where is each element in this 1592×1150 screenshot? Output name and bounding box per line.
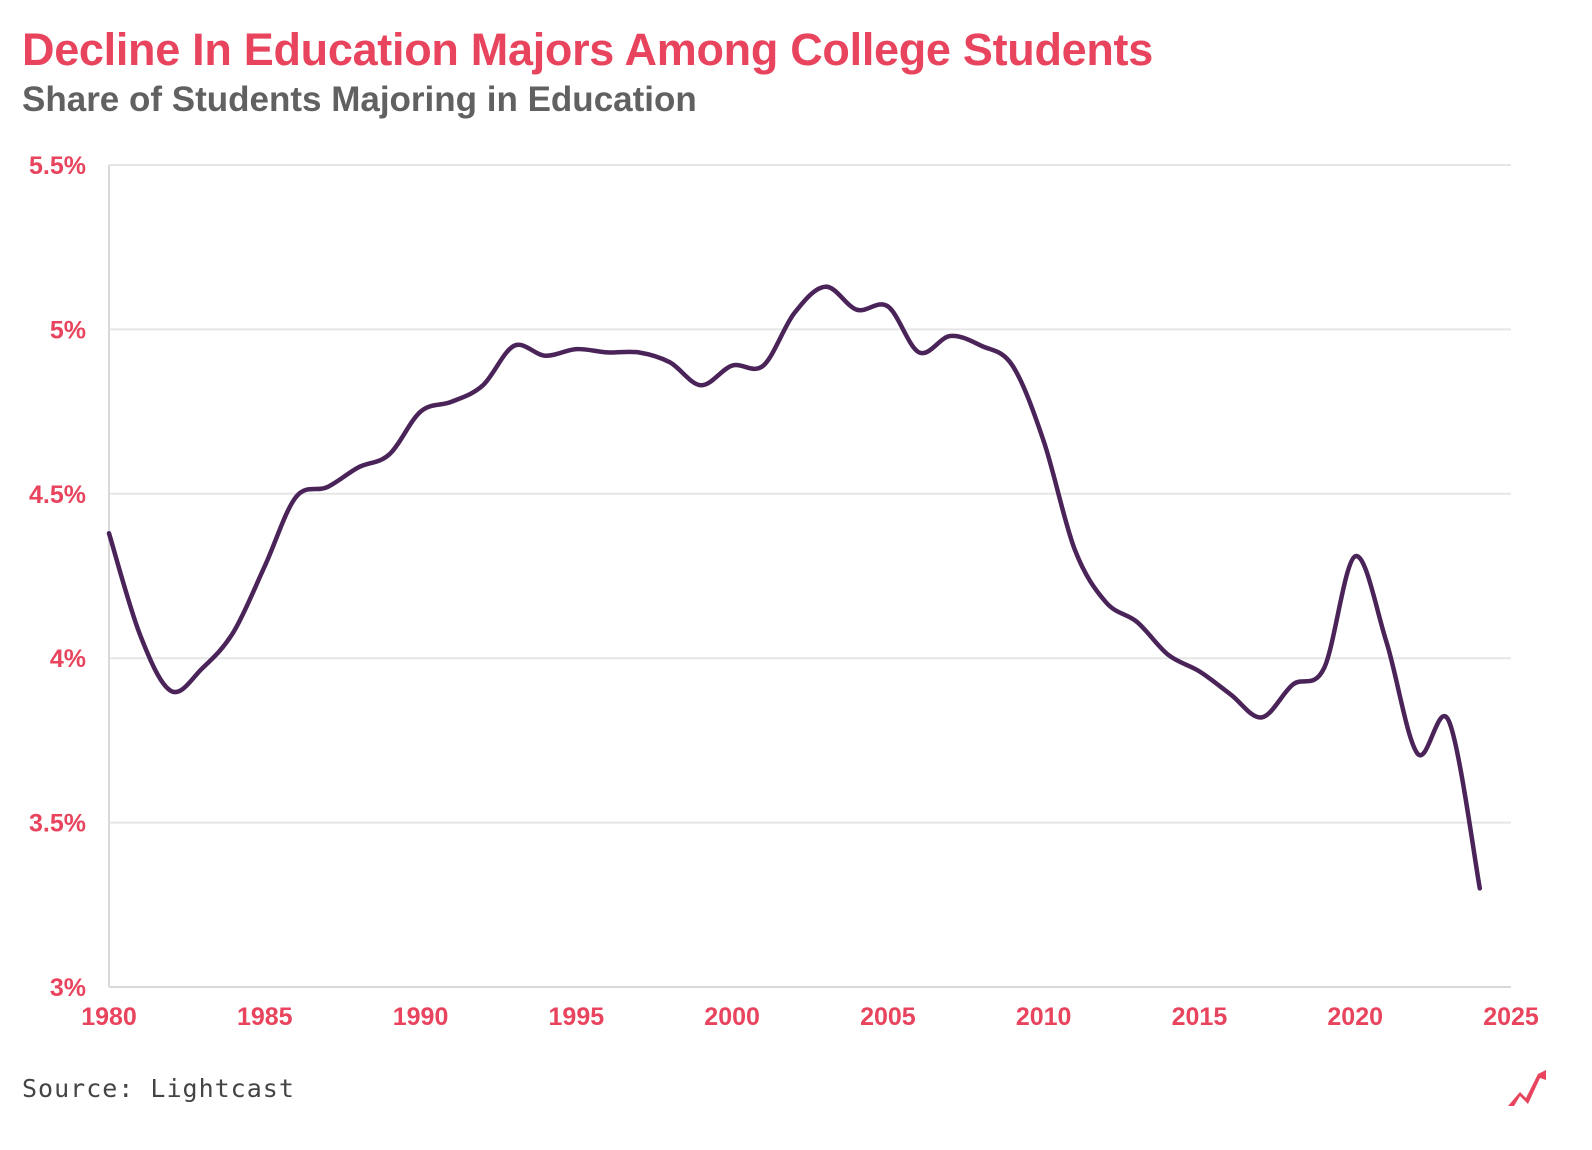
y-tick-label: 3.5% (29, 810, 86, 838)
x-tick-label: 2020 (1327, 1003, 1383, 1031)
gridlines (109, 164, 1511, 824)
y-tick-label: 5.5% (29, 152, 86, 180)
x-axis-tick-labels: 1980 1985 1990 1995 2000 2005 2010 2015 2020 2025 (81, 1003, 1539, 1031)
y-tick-label: 3% (50, 974, 86, 1002)
y-tick-label: 4.5% (29, 481, 86, 509)
series (106, 284, 1483, 891)
lightcast-logo-icon (1508, 1070, 1546, 1106)
y-tick-label: 4% (50, 645, 86, 673)
x-tick-label: 1980 (81, 1003, 137, 1031)
x-tick-label: 2000 (704, 1003, 760, 1031)
x-tick-label: 2005 (860, 1003, 916, 1031)
x-tick-label: 2010 (1016, 1003, 1072, 1031)
x-tick-label: 2025 (1483, 1003, 1539, 1031)
x-tick-label: 2015 (1172, 1003, 1228, 1031)
series-line (106, 284, 1483, 891)
x-tick-label: 1990 (393, 1003, 449, 1031)
x-tick-label: 1985 (237, 1003, 293, 1031)
x-tick-label: 1995 (549, 1003, 605, 1031)
chart-title: Decline In Education Majors Among Colleg… (22, 24, 1153, 75)
source-note: Source: Lightcast (22, 1074, 295, 1103)
y-tick-label: 5% (50, 316, 86, 344)
y-axis-tick-labels: 3% 3.5% 4% 4.5% 5% 5.5% (29, 152, 86, 1002)
chart-subtitle: Share of Students Majoring in Education (22, 80, 697, 119)
